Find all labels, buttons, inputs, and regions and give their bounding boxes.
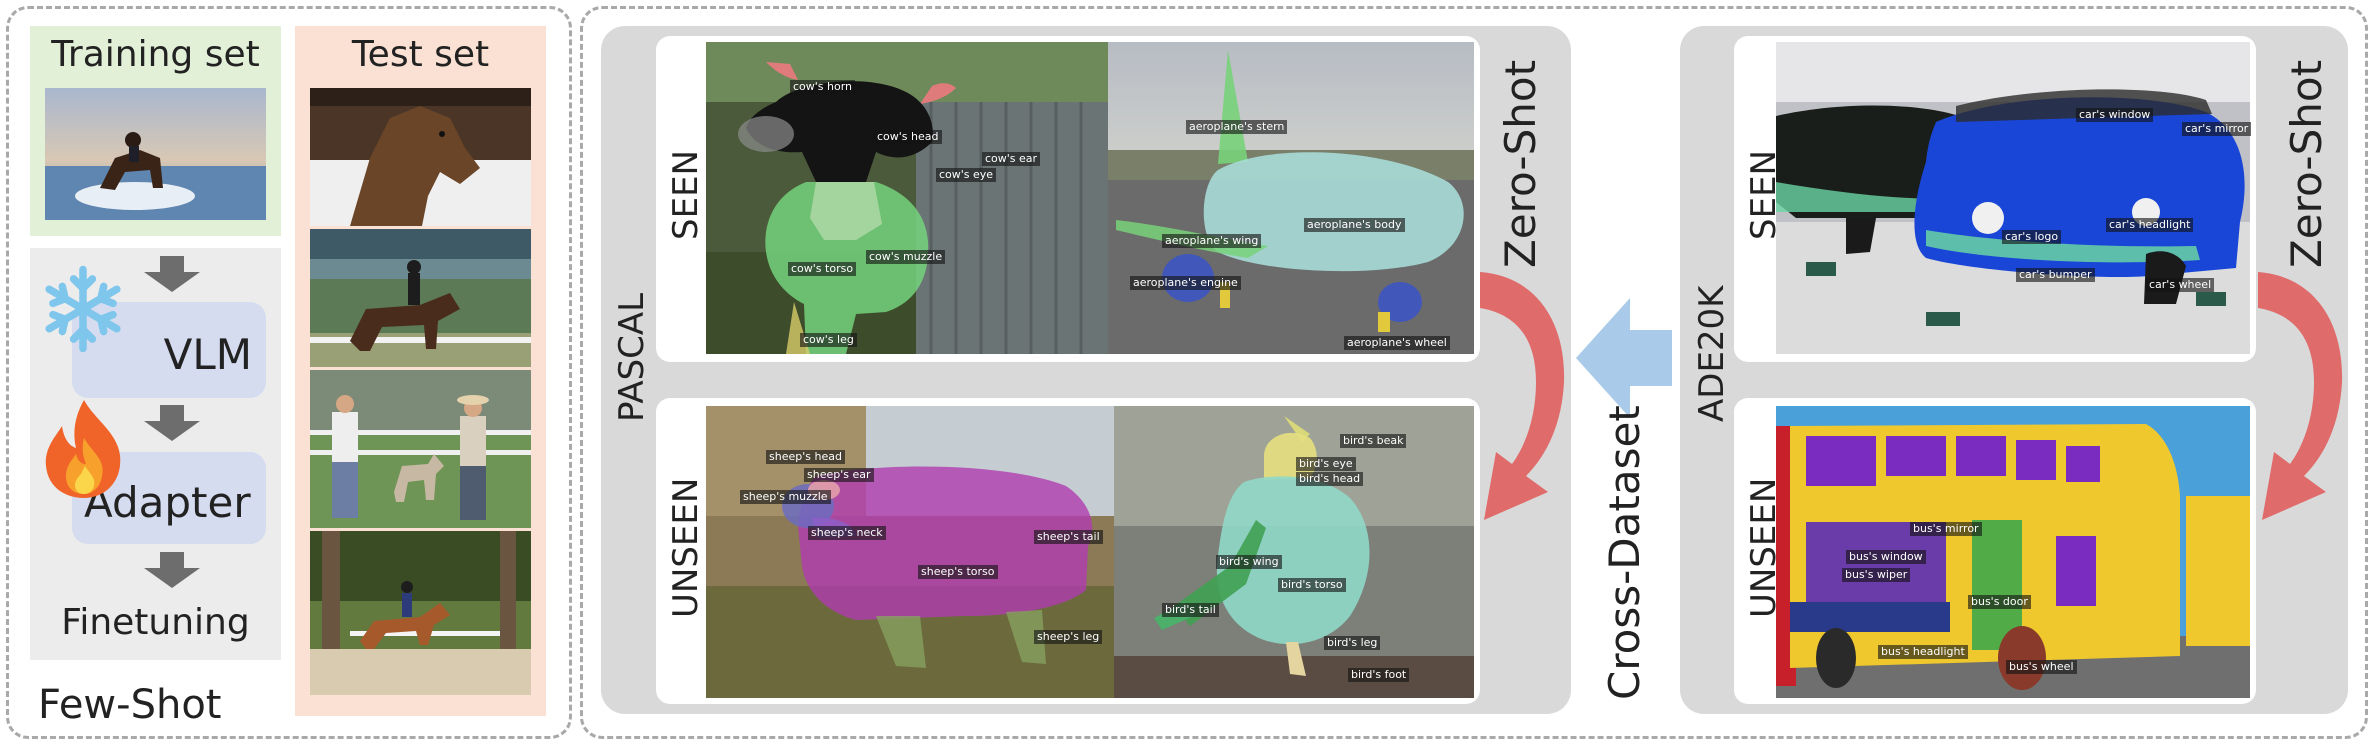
part-label: bird's foot xyxy=(1348,668,1410,682)
snowflake-icon xyxy=(45,265,121,353)
part-label: cow's horn xyxy=(790,80,856,94)
part-label: cow's muzzle xyxy=(866,250,946,264)
part-label: bus's wiper xyxy=(1842,568,1911,582)
part-label: cow's ear xyxy=(982,152,1041,166)
test-image-jump xyxy=(310,531,531,695)
part-label: car's window xyxy=(2076,108,2154,122)
pascal-dataset-label: PASCAL xyxy=(612,292,652,422)
test-image-pony-walk xyxy=(310,370,531,528)
adapter-label: Adapter xyxy=(84,478,251,527)
ade20k-dataset-label: ADE20K xyxy=(1692,285,1732,422)
part-label: car's mirror xyxy=(2182,122,2252,136)
pascal-bird-image xyxy=(1114,406,1474,698)
part-label: bird's beak xyxy=(1340,434,1407,448)
test-image-horse-stable xyxy=(310,88,531,226)
cross-dataset-arrow xyxy=(1576,298,1672,418)
vlm-block: VLM xyxy=(72,302,266,398)
vlm-label: VLM xyxy=(163,330,252,379)
part-label: sheep's ear xyxy=(804,468,874,482)
part-label: aeroplane's body xyxy=(1304,218,1405,232)
part-label: bird's head xyxy=(1296,472,1364,486)
part-label: bird's wing xyxy=(1216,555,1282,569)
part-label: bus's headlight xyxy=(1878,645,1968,659)
part-label: sheep's tail xyxy=(1034,530,1103,544)
pascal-cow-image xyxy=(706,42,1108,354)
part-label: bus's window xyxy=(1846,550,1926,564)
training-set-panel: Training set xyxy=(30,26,281,236)
finetuning-label: Finetuning xyxy=(61,602,250,643)
part-label: aeroplane's engine xyxy=(1130,276,1241,290)
part-label: bus's mirror xyxy=(1910,522,1982,536)
part-label: bird's leg xyxy=(1324,636,1381,650)
part-label: aeroplane's wing xyxy=(1162,234,1262,248)
part-label: car's wheel xyxy=(2146,278,2215,292)
part-label: sheep's neck xyxy=(808,526,886,540)
zero-shot-section xyxy=(580,6,2368,739)
few-shot-caption: Few-Shot xyxy=(38,682,222,728)
training-image-horse-rider xyxy=(45,88,266,220)
part-label: aeroplane's stern xyxy=(1186,120,1288,134)
part-label: sheep's torso xyxy=(918,565,998,579)
part-label: bird's torso xyxy=(1278,578,1346,592)
part-label: cow's leg xyxy=(800,333,857,347)
part-label: car's bumper xyxy=(2016,268,2095,282)
pascal-seen-label: SEEN xyxy=(666,150,706,240)
test-image-dressage xyxy=(310,229,531,367)
part-label: cow's torso xyxy=(788,262,857,276)
part-label: car's logo xyxy=(2002,230,2062,244)
cross-dataset-label: Cross-Dataset xyxy=(1600,405,1649,700)
training-set-title: Training set xyxy=(51,34,260,75)
few-shot-section xyxy=(6,6,572,739)
part-label: bus's wheel xyxy=(2006,660,2077,674)
part-label: bird's tail xyxy=(1162,603,1219,617)
part-label: bus's door xyxy=(1968,595,2031,609)
test-set-panel: Test set xyxy=(295,26,546,716)
part-label: car's headlight xyxy=(2106,218,2194,232)
ade20k-car-image xyxy=(1776,42,2250,354)
pascal-zero-shot-label: Zero-Shot xyxy=(1496,59,1545,268)
ade20k-zero-shot-arrow xyxy=(2258,272,2343,520)
part-label: cow's eye xyxy=(936,168,997,182)
test-set-title: Test set xyxy=(351,34,490,75)
part-label: sheep's muzzle xyxy=(740,490,831,504)
pascal-aeroplane-image xyxy=(1108,42,1474,354)
part-label: sheep's head xyxy=(766,450,845,464)
pascal-zero-shot-arrow xyxy=(1480,272,1565,520)
part-label: cow's head xyxy=(874,130,942,144)
fire-icon xyxy=(45,400,121,498)
pascal-unseen-label: UNSEEN xyxy=(666,477,706,618)
part-label: bird's eye xyxy=(1296,457,1356,471)
part-label: sheep's leg xyxy=(1034,630,1103,644)
part-label: aeroplane's wheel xyxy=(1344,336,1450,350)
ade20k-zero-shot-label: Zero-Shot xyxy=(2282,59,2331,268)
pipeline-arrows xyxy=(144,256,200,588)
